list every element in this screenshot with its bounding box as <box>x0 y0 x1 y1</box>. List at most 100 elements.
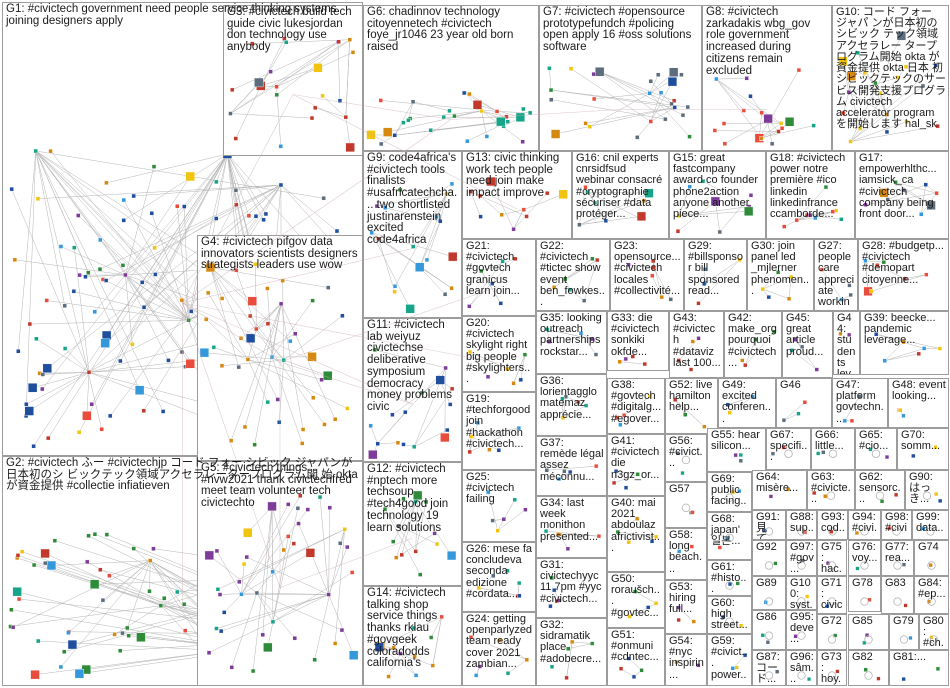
node <box>319 377 324 382</box>
node <box>676 605 681 610</box>
node <box>298 493 303 498</box>
node <box>292 635 297 641</box>
node <box>149 211 154 216</box>
node <box>685 104 690 110</box>
group-network <box>611 469 640 490</box>
edge <box>579 216 642 225</box>
edge <box>73 291 189 321</box>
edge <box>488 492 498 531</box>
group-label: G44: students leverage #civictec... <box>837 312 856 375</box>
group-network <box>812 490 836 500</box>
edge <box>370 425 378 444</box>
group-label: G1: #civictech government need people se… <box>6 3 340 27</box>
node <box>125 625 130 631</box>
node <box>618 422 623 427</box>
node <box>848 139 853 144</box>
edge <box>523 194 564 210</box>
edge <box>550 89 688 108</box>
node <box>86 370 92 375</box>
edge <box>766 119 773 144</box>
group-label: G60: high street... <box>711 597 748 632</box>
self-loop <box>826 491 836 500</box>
node <box>269 354 275 360</box>
edge <box>184 206 189 321</box>
node <box>924 272 929 277</box>
group-g7: G7: #civictech #opensource prototypefund… <box>539 5 702 151</box>
node <box>42 363 52 374</box>
edge <box>78 215 189 321</box>
group-g94: G94: #civi... <box>848 510 881 540</box>
self-loop <box>681 455 691 465</box>
node <box>151 164 157 169</box>
edge <box>213 347 249 360</box>
node <box>179 297 185 303</box>
node <box>648 79 653 84</box>
edge <box>876 334 940 349</box>
node <box>405 304 415 314</box>
node <box>300 441 305 446</box>
group-label: G93: cod... <box>821 511 848 540</box>
node <box>696 663 701 668</box>
group-g33: G33: die #civictech sonkiki okfde... <box>607 311 669 371</box>
node <box>345 406 350 411</box>
node <box>44 298 49 303</box>
node <box>511 227 516 232</box>
node <box>648 119 653 124</box>
node <box>9 607 14 612</box>
node <box>434 541 440 547</box>
node <box>933 63 938 68</box>
group-label: G15: great fastcompany award co founder … <box>673 152 762 221</box>
group-label: G72 <box>821 615 842 627</box>
edge <box>594 93 650 100</box>
edge <box>698 259 740 304</box>
node <box>811 123 816 128</box>
group-label: G95: deve... <box>790 611 817 646</box>
edge <box>210 267 239 368</box>
group-network <box>819 267 853 302</box>
group-network <box>543 528 602 551</box>
group-g38: G38: #govtech #digitalg... #egover... <box>607 378 665 434</box>
node <box>677 549 682 554</box>
node <box>847 283 852 288</box>
edge <box>469 436 472 452</box>
edge <box>88 366 186 373</box>
edge <box>400 653 415 657</box>
group-label: G16: cnil experts cnrsidfsud webinar con… <box>576 152 666 221</box>
node <box>86 270 91 275</box>
node <box>743 363 748 368</box>
node <box>929 635 934 640</box>
node <box>873 80 878 86</box>
node <box>222 610 227 615</box>
group-label: G17: empowerhlthc... iamsick_ca #civicte… <box>859 152 940 221</box>
node <box>738 458 743 463</box>
node <box>411 625 417 631</box>
node <box>710 196 720 206</box>
edge <box>850 121 907 142</box>
node <box>521 106 526 112</box>
edge <box>252 39 350 44</box>
node <box>74 669 85 679</box>
node <box>120 630 125 636</box>
edge <box>547 329 593 340</box>
node <box>31 443 36 449</box>
group-network <box>725 394 755 415</box>
group-label: G18: #civictech power notre première #ic… <box>770 152 849 221</box>
edge <box>322 95 346 118</box>
group-network <box>486 489 528 533</box>
node <box>391 645 396 650</box>
node <box>523 507 528 512</box>
edge <box>716 78 762 139</box>
node <box>368 423 373 428</box>
group-network <box>740 329 777 368</box>
edge <box>384 498 404 510</box>
edge <box>895 182 932 206</box>
node <box>62 303 67 308</box>
node <box>487 447 492 452</box>
node <box>118 358 123 364</box>
node <box>182 204 187 209</box>
edge <box>623 396 651 416</box>
node <box>310 298 315 303</box>
node <box>206 650 212 655</box>
node <box>511 381 516 386</box>
node <box>185 171 195 182</box>
